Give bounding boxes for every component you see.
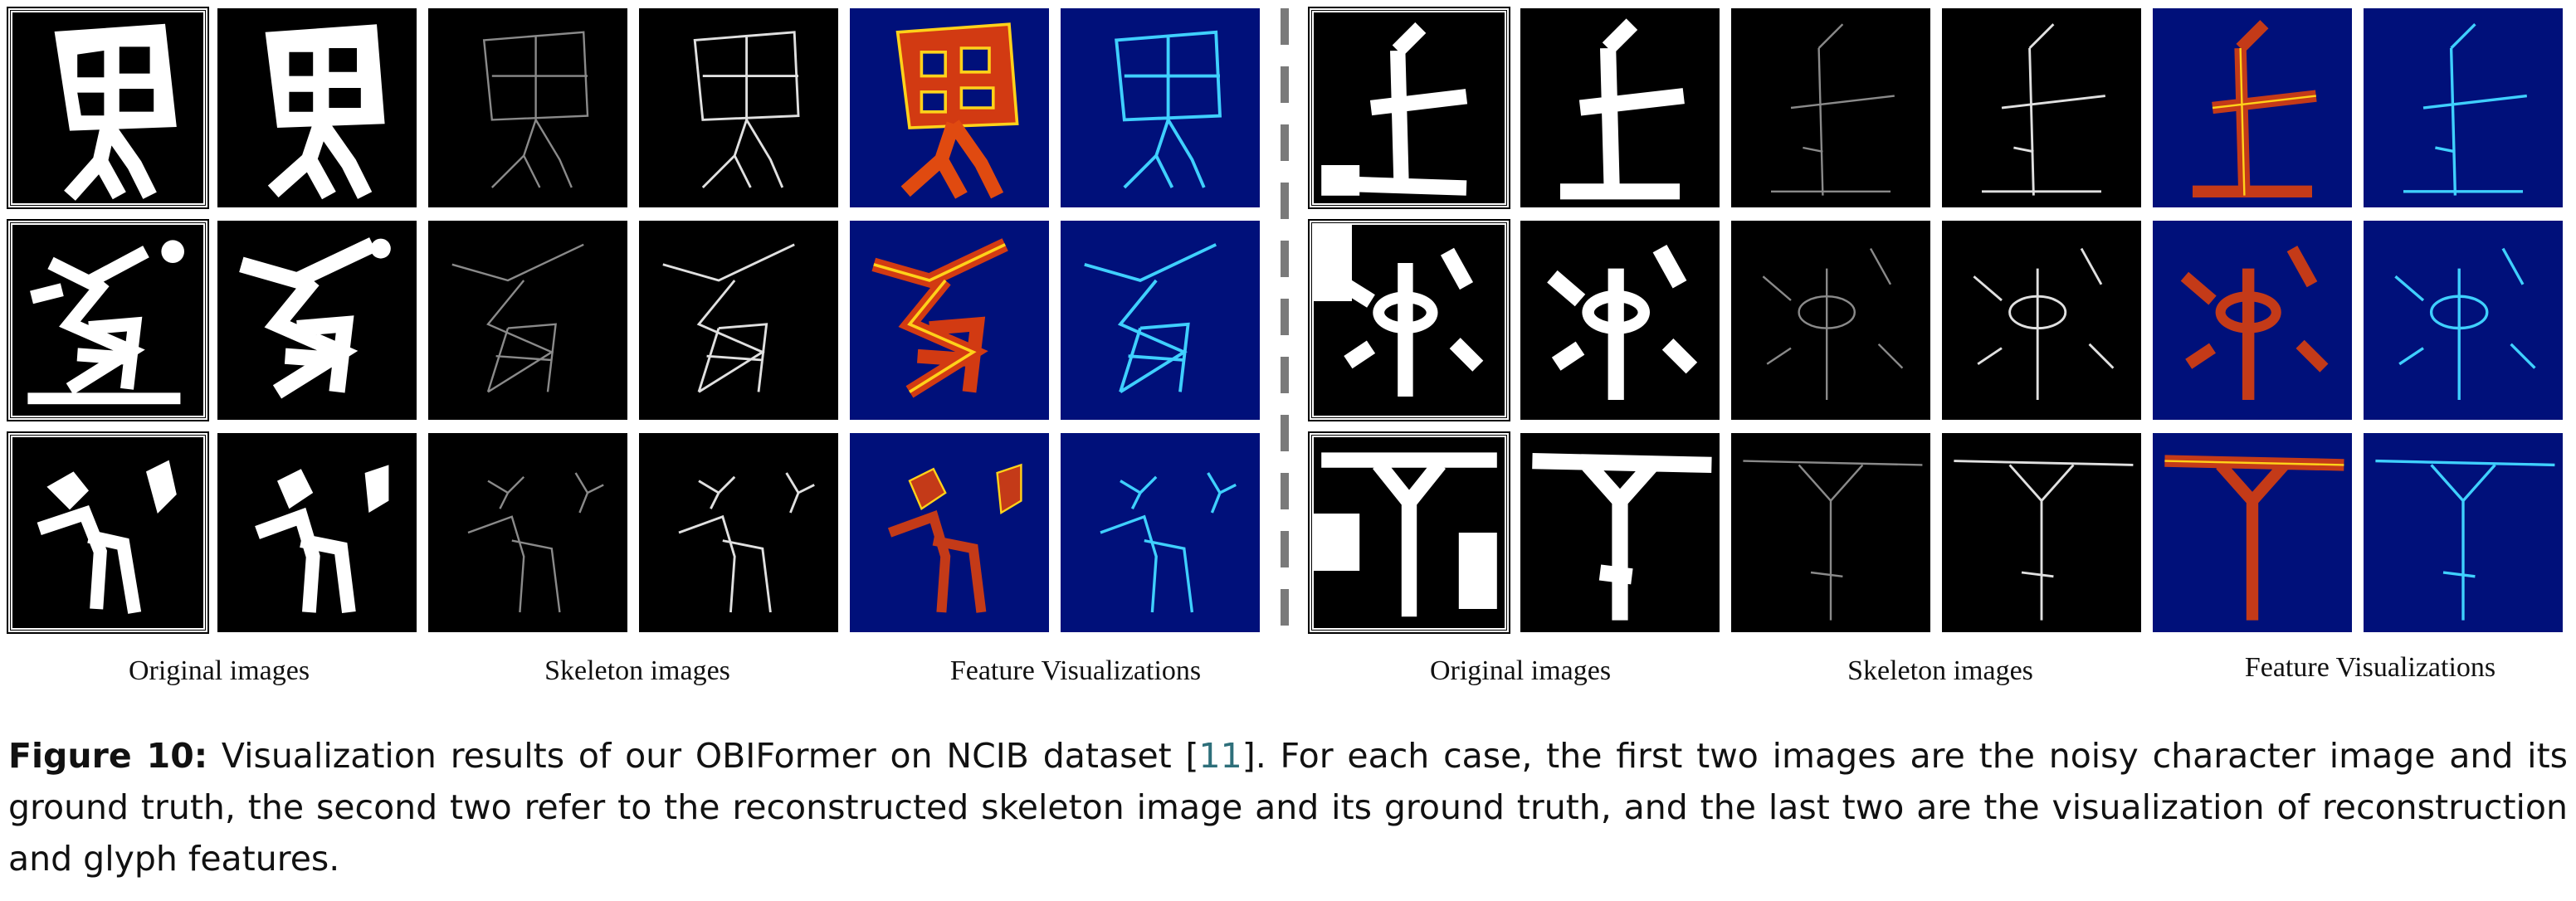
ground-truth-image-tile: [217, 433, 417, 632]
glyph-feature-visualization-tile: [1061, 221, 1260, 420]
column-label-original-right: Original images: [1429, 655, 1612, 686]
ground-truth-image-tile: [1520, 8, 1720, 207]
glyph-feature-visualization-tile: [2364, 433, 2563, 632]
reconstructed-skeleton-tile: [428, 221, 627, 420]
reconstruction-feature-visualization-tile: [2153, 433, 2352, 632]
reconstructed-skeleton-tile: [428, 8, 627, 207]
original-image-tile: [7, 219, 209, 421]
ground-truth-image-tile: [1520, 433, 1720, 632]
caption-text-start: Visualization results of our OBIFormer o…: [207, 736, 1199, 776]
skeleton-ground-truth-tile: [1942, 8, 2141, 207]
citation-link[interactable]: 11: [1198, 736, 1242, 776]
original-image-tile: [7, 431, 209, 634]
column-label-skeleton-right: Skeleton images: [1847, 655, 2033, 686]
original-image-tile: [7, 7, 209, 209]
reconstructed-skeleton-tile: [1731, 221, 1930, 420]
column-label-feature-right: Feature Visualizations: [2244, 652, 2496, 683]
glyph-feature-visualization-tile: [2364, 221, 2563, 420]
figure-number: Figure 10:: [8, 736, 208, 776]
skeleton-ground-truth-tile: [1942, 433, 2141, 632]
reconstruction-feature-visualization-tile: [2153, 221, 2352, 420]
ground-truth-image-tile: [217, 8, 417, 207]
original-image-tile: [1308, 7, 1510, 209]
caption-text-end: ]. For each case, the first two images a…: [8, 736, 2569, 879]
reconstructed-skeleton-tile: [428, 433, 627, 632]
column-label-feature-left: Feature Visualizations: [949, 655, 1202, 686]
skeleton-ground-truth-tile: [1942, 221, 2141, 420]
panel-divider: [1281, 8, 1289, 627]
skeleton-ground-truth-tile: [639, 8, 838, 207]
original-image-tile: [1308, 431, 1510, 634]
original-image-tile: [1308, 219, 1510, 421]
reconstruction-feature-visualization-tile: [850, 221, 1049, 420]
reconstructed-skeleton-tile: [1731, 8, 1930, 207]
column-label-original-left: Original images: [128, 655, 310, 686]
figure-caption: Figure 10: Visualization results of our …: [8, 730, 2568, 884]
glyph-feature-visualization-tile: [1061, 433, 1260, 632]
glyph-feature-visualization-tile: [2364, 8, 2563, 207]
skeleton-ground-truth-tile: [639, 433, 838, 632]
reconstruction-feature-visualization-tile: [850, 433, 1049, 632]
reconstruction-feature-visualization-tile: [850, 8, 1049, 207]
reconstruction-feature-visualization-tile: [2153, 8, 2352, 207]
skeleton-ground-truth-tile: [639, 221, 838, 420]
glyph-feature-visualization-tile: [1061, 8, 1260, 207]
ground-truth-image-tile: [217, 221, 417, 420]
reconstructed-skeleton-tile: [1731, 433, 1930, 632]
column-label-skeleton-left: Skeleton images: [544, 655, 730, 686]
ground-truth-image-tile: [1520, 221, 1720, 420]
